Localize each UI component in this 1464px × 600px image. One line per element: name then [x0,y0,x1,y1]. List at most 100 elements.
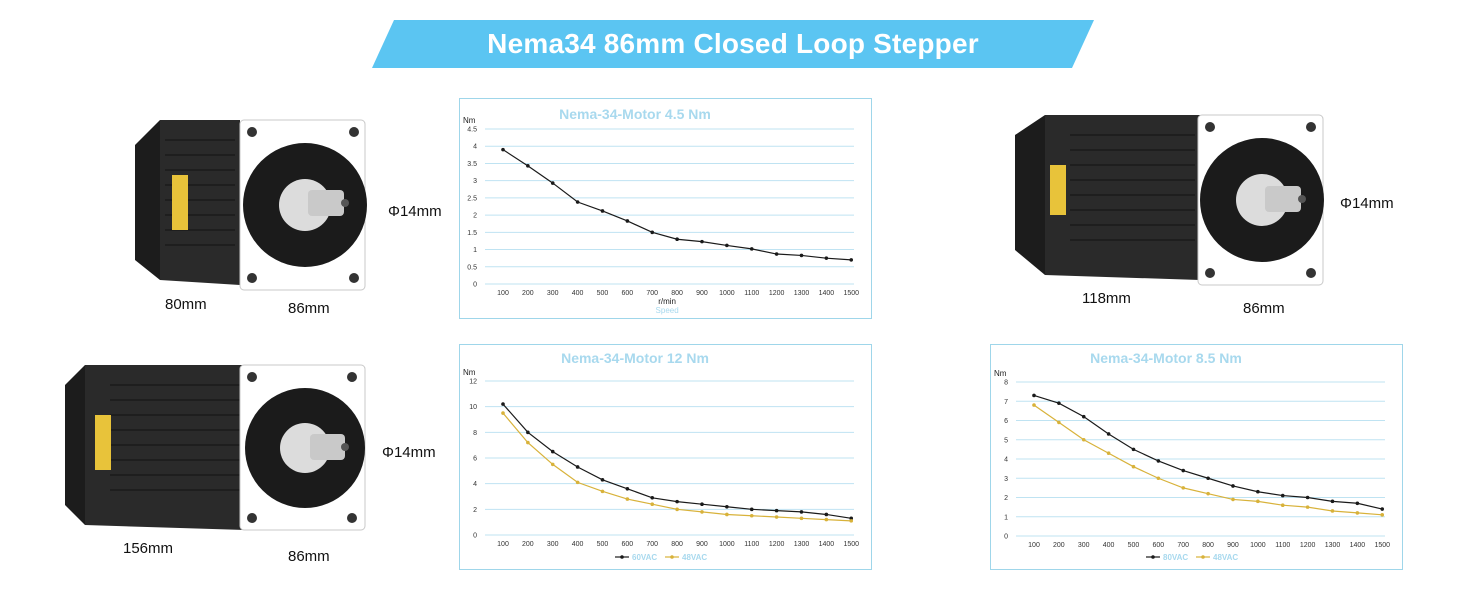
x-axis-sublabel: Speed [656,306,679,315]
data-point [501,147,505,152]
data-point [625,497,630,501]
chart-8-5nm-svg: Nema-34-Motor 8.5 Nm 0 1 2 3 4 5 6 7 8 Nm 100 200 300… [994,350,1390,562]
motor-2-length-label: 118mm [1082,290,1131,307]
data-point [1106,432,1111,436]
x-tick-label: 200 [522,541,534,548]
x-tick-label: 700 [646,541,658,548]
x-tick-label: 600 [1153,542,1165,549]
data-point [625,219,630,223]
motor-3-face-label: 86mm [288,548,330,565]
x-tick-label: 1500 [1374,542,1390,549]
data-point [600,209,605,213]
data-point [575,480,580,485]
x-tick-label: 800 [1202,542,1214,549]
x-tick-label: 900 [696,541,708,548]
data-point [725,243,729,248]
data-point [749,247,754,251]
y-tick-label: 3.5 [467,161,477,168]
data-point [1032,403,1036,407]
x-tick-label: 500 [597,541,609,548]
data-point [700,510,704,514]
y-tick-label: 1.5 [467,230,477,237]
data-point [1106,451,1111,456]
y-tick-label: 4 [1004,457,1008,464]
data-point [1305,505,1310,509]
data-point [1380,513,1385,517]
x-tick-label: 900 [1227,542,1239,549]
motor-2-face-label: 86mm [1243,300,1285,317]
x-tick-label: 400 [1103,542,1115,549]
y-tick-label: 2 [473,507,477,514]
chart-8-5nm: Nema-34-Motor 8.5 Nm 0 1 2 3 4 5 6 7 8 Nm 100 200 300… [990,344,1403,570]
x-tick-label: 200 [1053,542,1065,549]
data-point [1330,499,1335,504]
y-tick-label: 6 [1004,418,1008,425]
y-tick-label: 2 [1004,495,1008,502]
motor-drawing-80mm [135,119,367,291]
data-point [749,513,754,518]
chart-4-5nm-svg: Nema-34-Motor 4.5 Nm 0 0.5 1 1.5 2 2.5 3 3.5 4 4.5… [463,106,859,315]
data-point [824,517,829,522]
data-point [1206,476,1210,481]
data-point [1256,499,1260,504]
data-point [824,512,829,517]
data-point [650,495,655,500]
legend-label: 80VAC [1163,553,1188,562]
y-tick-label: 1 [1004,514,1008,521]
y-tick-label: 1 [473,247,477,254]
x-tick-label: 200 [522,290,534,297]
data-point [1231,484,1235,488]
y-tick-label: 10 [469,404,477,411]
data-point [501,402,505,406]
y-axis-label: Nm [463,116,476,125]
legend-marker [620,555,624,559]
x-tick-label: 400 [572,541,584,548]
x-tick-label: 1200 [769,541,785,548]
x-tick-label: 1500 [843,541,859,548]
x-tick-label: 1400 [819,290,835,297]
data-point [526,430,530,435]
x-tick-label: 800 [671,541,683,548]
data-point [1131,447,1136,452]
legend-marker [670,555,674,559]
chart-title: Nema-34-Motor 12 Nm [561,350,709,366]
data-point [849,258,854,262]
y-tick-label: 0 [1004,534,1008,541]
x-tick-label: 700 [1177,542,1189,549]
data-point [849,516,854,521]
x-tick-label: 900 [696,290,708,297]
data-point [1355,511,1360,515]
x-tick-label: 400 [572,290,584,297]
x-tick-label: 500 [1128,542,1140,549]
data-point [550,449,555,454]
data-point [675,507,679,512]
motor-3-shaft-label: Φ14mm [382,444,436,461]
x-tick-label: 700 [646,290,658,297]
chart-title: Nema-34-Motor 4.5 Nm [559,106,711,122]
x-tick-label: 100 [1028,542,1040,549]
y-tick-label: 8 [1004,380,1008,387]
legend-label: 60VAC [632,553,657,562]
x-tick-label: 1300 [794,290,810,297]
data-point [824,256,829,260]
data-point [600,489,605,494]
x-tick-label: 1000 [719,541,735,548]
motor-1-shaft-label: Φ14mm [388,203,442,220]
x-tick-label: 300 [547,290,559,297]
data-point [774,508,779,513]
data-point [550,181,555,185]
data-point [501,411,505,415]
chart-title: Nema-34-Motor 8.5 Nm [1090,350,1242,366]
motor-3-length-label: 156mm [123,540,174,557]
data-point [1330,509,1335,513]
chart-4-5nm: Nema-34-Motor 4.5 Nm 0 0.5 1 1.5 2 2.5 3 3.5 4 4.5… [459,98,872,319]
y-tick-label: 12 [469,379,477,386]
data-point [1156,476,1161,481]
data-point [650,230,655,235]
chart-12nm-svg: Nema-34-Motor 12 Nm 0 2 4 6 8 10 12 Nm 100 200 300 4… [463,350,859,562]
x-tick-label: 1200 [769,290,785,297]
data-point [700,502,704,506]
x-tick-label: 1400 [819,541,835,548]
data-point [550,462,555,467]
x-tick-label: 1300 [1325,542,1341,549]
